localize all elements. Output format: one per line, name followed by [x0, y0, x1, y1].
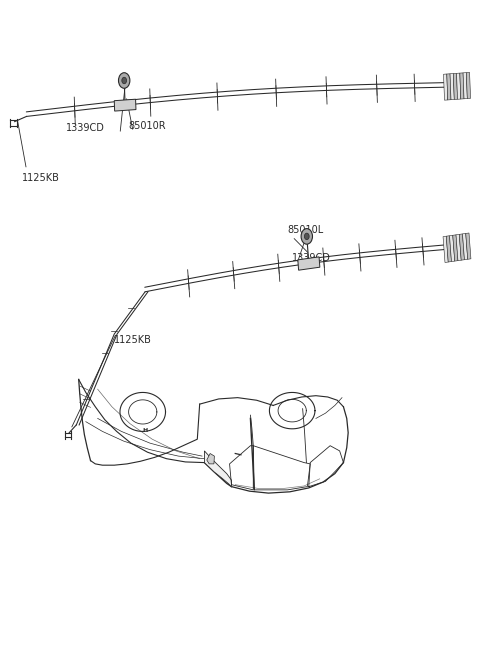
Polygon shape — [444, 74, 448, 100]
Text: 1339CD: 1339CD — [66, 122, 105, 133]
Polygon shape — [463, 73, 468, 99]
Polygon shape — [450, 235, 455, 261]
Polygon shape — [207, 453, 215, 464]
Circle shape — [304, 233, 309, 240]
Polygon shape — [446, 236, 452, 262]
Polygon shape — [456, 73, 461, 100]
Polygon shape — [450, 73, 454, 100]
Polygon shape — [453, 73, 457, 100]
Polygon shape — [298, 257, 320, 271]
Polygon shape — [443, 236, 448, 263]
Text: 1125KB: 1125KB — [114, 335, 152, 345]
Polygon shape — [459, 234, 465, 260]
Polygon shape — [460, 73, 464, 99]
Polygon shape — [456, 234, 461, 261]
Circle shape — [301, 229, 312, 244]
Polygon shape — [114, 99, 136, 111]
Polygon shape — [466, 233, 471, 259]
Circle shape — [122, 77, 127, 84]
Polygon shape — [447, 74, 451, 100]
Polygon shape — [453, 234, 458, 261]
Text: 1125KB: 1125KB — [22, 173, 60, 183]
Polygon shape — [467, 73, 470, 99]
Text: H: H — [143, 428, 148, 432]
Text: 85010L: 85010L — [288, 225, 324, 235]
Polygon shape — [463, 233, 468, 260]
Text: 1339CD: 1339CD — [292, 253, 331, 263]
Circle shape — [119, 73, 130, 88]
Text: 85010R: 85010R — [129, 121, 166, 131]
Polygon shape — [204, 451, 231, 487]
